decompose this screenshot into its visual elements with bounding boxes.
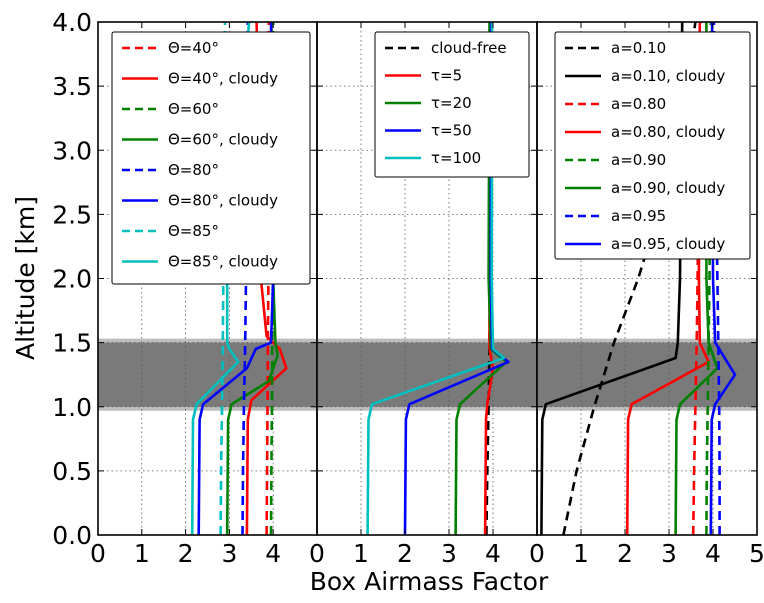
series-group bbox=[366, 22, 510, 535]
panel-3 bbox=[536, 21, 758, 536]
series-line bbox=[241, 22, 250, 535]
y-tick-label: 2.5 bbox=[52, 200, 92, 229]
legend-label: a=0.80 bbox=[611, 95, 666, 113]
legend-label: a=0.10 bbox=[611, 39, 666, 57]
y-tick-label: 0.0 bbox=[52, 521, 92, 550]
legend-label: τ=20 bbox=[431, 94, 472, 112]
legend-label: τ=100 bbox=[431, 149, 481, 167]
legend-box bbox=[554, 31, 751, 260]
legend-label: a=0.95, cloudy bbox=[611, 235, 725, 253]
legend-label: Θ=85° bbox=[168, 222, 219, 240]
x-tick-label: 3 bbox=[221, 539, 237, 568]
x-tick-label: 2 bbox=[178, 539, 194, 568]
x-tick-label: 3 bbox=[661, 539, 677, 568]
legend-label: Θ=80°, cloudy bbox=[168, 192, 278, 210]
series-group bbox=[190, 22, 288, 535]
x-tick-label: 0 bbox=[90, 539, 106, 568]
series-line bbox=[366, 22, 506, 535]
y-tick-label: 4.0 bbox=[52, 8, 92, 37]
series-line bbox=[712, 22, 721, 535]
legend-label: τ=50 bbox=[431, 122, 472, 140]
y-axis-title: Altitude [km] bbox=[11, 196, 40, 360]
x-tick-label: 2 bbox=[397, 539, 413, 568]
x-tick-label: 5 bbox=[749, 539, 764, 568]
cloud-layer-band bbox=[98, 342, 317, 407]
panel-2 bbox=[316, 21, 538, 536]
legend-label: τ=5 bbox=[431, 67, 462, 85]
series-group bbox=[540, 22, 737, 535]
x-tick-label: 4 bbox=[485, 539, 501, 568]
legend-label: Θ=80° bbox=[168, 161, 219, 179]
series-line bbox=[562, 22, 697, 535]
legend-label: Θ=85°, cloudy bbox=[168, 253, 278, 271]
legend-label: Θ=60° bbox=[168, 100, 219, 118]
legends: Θ=40° Θ=40°, cloudy Θ=60° Θ=60°, cloudy Θ=80… bbox=[111, 31, 751, 285]
legend-label: Θ=40° bbox=[168, 39, 219, 57]
y-tick-label: 0.5 bbox=[52, 457, 92, 486]
x-tick-label: 1 bbox=[353, 539, 369, 568]
series-line bbox=[709, 22, 737, 535]
legend-label: cloud-free bbox=[431, 39, 507, 57]
y-tick-label: 2.0 bbox=[52, 265, 92, 294]
y-tick-label: 1.5 bbox=[52, 329, 92, 358]
x-tick-label: 2 bbox=[617, 539, 633, 568]
series-line bbox=[691, 22, 702, 535]
y-tick-label: 3.5 bbox=[52, 72, 92, 101]
legend-label: Θ=40°, cloudy bbox=[168, 70, 278, 88]
y-tick-label: 1.0 bbox=[52, 393, 92, 422]
legend-1: Θ=40° Θ=40°, cloudy Θ=60° Θ=60°, cloudy Θ=80… bbox=[111, 31, 311, 285]
series-line bbox=[540, 22, 684, 535]
y-tick-label: 3.0 bbox=[52, 136, 92, 165]
x-tick-label: 0 bbox=[309, 539, 325, 568]
x-tick-label: 0 bbox=[529, 539, 545, 568]
x-tick-label: 4 bbox=[705, 539, 721, 568]
legend-box bbox=[374, 31, 530, 178]
x-tick-label: 1 bbox=[573, 539, 589, 568]
series-line bbox=[705, 22, 713, 535]
x-tick-label: 1 bbox=[134, 539, 150, 568]
legend-label: Θ=60°, cloudy bbox=[168, 131, 278, 149]
legend-2: cloud-free τ=5 τ=20 τ=50 τ=100 bbox=[374, 31, 530, 178]
axes-labels: 0 1 2 3 40.00.51.01.52.02.53.03.54.00 1 2 3 4 0 1 2… bbox=[52, 8, 764, 568]
x-tick-label: 3 bbox=[441, 539, 457, 568]
series-line bbox=[219, 22, 227, 535]
legend-label: a=0.90, cloudy bbox=[611, 179, 725, 197]
legend-label: a=0.80, cloudy bbox=[611, 123, 725, 141]
series-line bbox=[265, 22, 271, 535]
series-line bbox=[269, 22, 275, 535]
series-line bbox=[485, 22, 493, 535]
x-axis-title: Box Airmass Factor bbox=[310, 567, 549, 596]
legend-label: a=0.10, cloudy bbox=[611, 67, 725, 85]
legend-box bbox=[111, 31, 311, 285]
legend-label: a=0.90 bbox=[611, 151, 666, 169]
legend-label: a=0.95 bbox=[611, 207, 666, 225]
x-tick-label: 4 bbox=[265, 539, 281, 568]
legend-3: a=0.10 a=0.10, cloudy a=0.80 a=0.80, cloudy… bbox=[554, 31, 751, 260]
